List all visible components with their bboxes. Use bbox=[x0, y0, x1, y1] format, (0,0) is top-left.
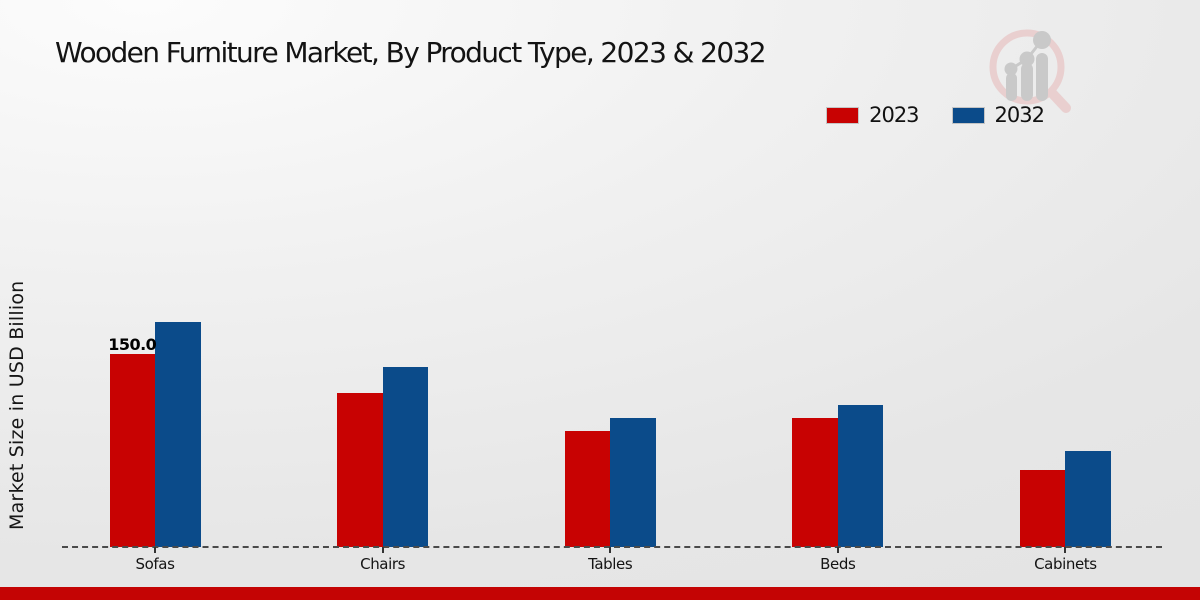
bar-2032-beds bbox=[837, 405, 884, 547]
bar-2023-sofas bbox=[109, 354, 155, 547]
bar-2032-sofas bbox=[155, 321, 201, 547]
x-axis-tick bbox=[154, 547, 156, 553]
legend-swatch-2023-icon bbox=[827, 107, 859, 123]
x-axis-tick bbox=[836, 547, 839, 553]
bar-2032-cabinets bbox=[1065, 450, 1111, 547]
x-tick-label-beds: Beds bbox=[820, 555, 856, 573]
magnifier-chart-watermark-icon bbox=[989, 29, 1071, 113]
legend-swatch-2032-icon bbox=[952, 107, 984, 123]
x-axis-tick bbox=[381, 547, 384, 553]
bar-2023-cabinets bbox=[1019, 469, 1066, 547]
x-tick-label-tables: Tables bbox=[588, 555, 633, 573]
x-tick-label-cabinets: Cabinets bbox=[1034, 555, 1097, 573]
x-axis-line bbox=[62, 546, 1162, 548]
legend-label-2032: 2032 bbox=[994, 103, 1045, 127]
legend-item-2032: 2032 bbox=[952, 103, 1045, 127]
bar-2032-chairs bbox=[382, 366, 429, 547]
footer-bar bbox=[0, 587, 1200, 600]
bar-2023-beds bbox=[792, 418, 838, 547]
bar-2023-tables bbox=[564, 431, 611, 547]
x-axis-tick bbox=[1064, 547, 1067, 553]
legend-item-2023: 2023 bbox=[827, 103, 920, 127]
legend-label-2023: 2023 bbox=[869, 103, 919, 127]
x-tick-label-sofas: Sofas bbox=[135, 555, 175, 573]
x-tick-label-chairs: Chairs bbox=[360, 555, 406, 573]
x-axis-tick bbox=[609, 547, 612, 553]
chart-title: Wooden Furniture Market, By Product Type… bbox=[55, 36, 767, 69]
bar-2032-tables bbox=[610, 418, 656, 547]
bar-value-label: 150.0 bbox=[108, 335, 157, 354]
bar-2023-chairs bbox=[337, 392, 383, 547]
legend: 2023 2032 bbox=[827, 103, 1045, 127]
